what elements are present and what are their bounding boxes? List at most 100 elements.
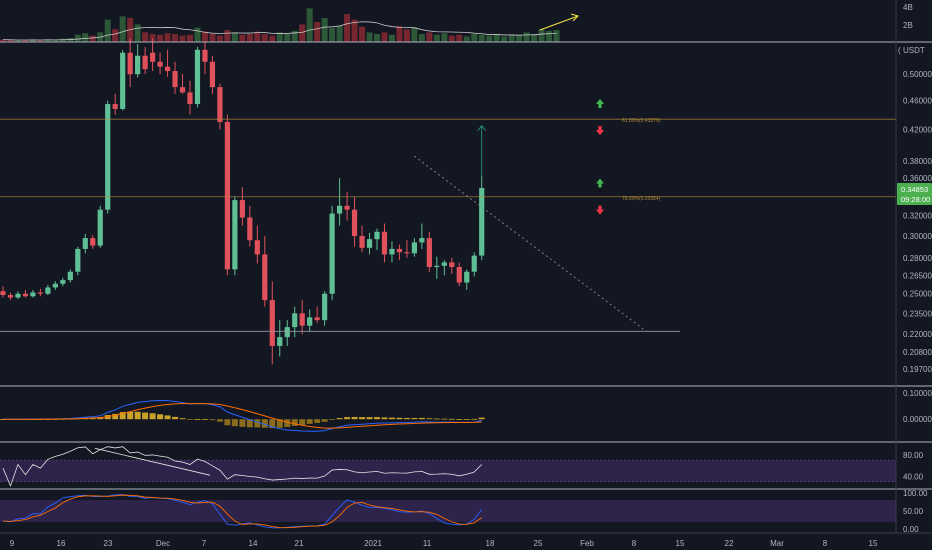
time-axis-tick: 14 — [249, 539, 258, 548]
candle[interactable] — [37, 288, 43, 297]
volume-bar — [433, 34, 440, 42]
candle-body — [150, 52, 156, 62]
macd-histogram-bar — [306, 419, 313, 424]
candle[interactable] — [419, 223, 425, 249]
candle[interactable] — [449, 257, 455, 275]
candle[interactable] — [396, 244, 403, 261]
candle[interactable] — [209, 55, 216, 94]
candle[interactable] — [389, 241, 395, 263]
candle[interactable] — [97, 205, 103, 248]
candle-body — [7, 294, 14, 298]
macd-histogram-bar — [374, 417, 380, 420]
volume-bar — [224, 30, 231, 42]
candle[interactable] — [52, 281, 58, 290]
macd-histogram-bar — [194, 419, 201, 420]
trendline-dotted[interactable] — [414, 155, 647, 332]
volume-bar — [306, 8, 313, 42]
candle[interactable] — [284, 320, 290, 346]
candle[interactable] — [90, 234, 96, 249]
candle[interactable] — [45, 284, 51, 295]
macd-histogram-bar — [246, 419, 253, 428]
candle[interactable] — [142, 46, 148, 75]
candle[interactable] — [67, 269, 73, 283]
candle[interactable] — [329, 205, 335, 301]
candle[interactable] — [471, 252, 477, 277]
candle[interactable] — [456, 262, 462, 287]
candle[interactable] — [224, 114, 230, 276]
macd-pane[interactable] — [0, 399, 485, 432]
candle[interactable] — [381, 223, 388, 263]
volume-bar — [291, 30, 298, 42]
candle[interactable] — [426, 231, 432, 272]
volume-bar — [396, 26, 403, 42]
candle[interactable] — [202, 41, 208, 75]
candle[interactable] — [254, 225, 260, 264]
volume-bar — [7, 40, 14, 42]
candle[interactable] — [299, 300, 305, 335]
candle[interactable] — [411, 238, 417, 257]
stoch-pane[interactable] — [0, 494, 896, 529]
candle[interactable] — [0, 286, 6, 298]
macd-histogram-bar — [426, 418, 433, 420]
candle[interactable] — [30, 289, 36, 298]
candle[interactable] — [112, 93, 118, 115]
candle[interactable] — [464, 269, 470, 290]
rsi-pane[interactable] — [0, 446, 896, 488]
candle[interactable] — [307, 309, 313, 332]
candle[interactable] — [15, 291, 21, 299]
candle-body — [30, 292, 36, 297]
time-axis-tick: Feb — [580, 539, 594, 548]
candle[interactable] — [82, 233, 88, 254]
candle[interactable] — [322, 291, 328, 326]
candle[interactable] — [359, 225, 365, 253]
candle[interactable] — [314, 306, 320, 323]
volume-bar — [29, 39, 36, 42]
candle[interactable] — [157, 52, 163, 75]
candle[interactable] — [262, 235, 268, 307]
candle-body — [127, 52, 133, 75]
candle[interactable] — [120, 49, 126, 111]
candle[interactable] — [135, 44, 141, 78]
candle[interactable] — [277, 320, 283, 357]
candle-body — [187, 92, 193, 105]
candle[interactable] — [7, 292, 14, 301]
volume-pane[interactable] — [0, 8, 579, 42]
candle[interactable] — [239, 187, 245, 226]
candle[interactable] — [351, 196, 358, 247]
price-pane[interactable] — [0, 38, 896, 365]
candle[interactable] — [217, 83, 223, 130]
time-axis-tick: 18 — [486, 539, 495, 548]
volume-bar — [478, 34, 485, 42]
candle[interactable] — [404, 240, 410, 258]
candle[interactable] — [164, 49, 171, 77]
candle[interactable] — [479, 176, 485, 261]
candle[interactable] — [232, 196, 238, 276]
volume-bar — [329, 27, 336, 42]
time-axis-tick: 23 — [104, 539, 113, 548]
time-axis[interactable]: 9 16 23 Dec 7 14 21 2021 11 18 25 Feb 8 15 22 Mar 8 15 — [10, 539, 878, 548]
candle[interactable] — [60, 277, 66, 287]
price-axis-tick: 0.38000 — [903, 157, 932, 166]
candle[interactable] — [269, 281, 275, 365]
candle[interactable] — [366, 232, 373, 255]
candle[interactable] — [374, 228, 380, 251]
candle-body — [239, 200, 245, 218]
candle[interactable] — [434, 256, 440, 279]
candle-body — [396, 248, 403, 253]
candle[interactable] — [247, 205, 253, 247]
price-axis-tick: 0.19700 — [903, 365, 932, 374]
candle[interactable] — [179, 74, 186, 94]
candle[interactable] — [337, 178, 343, 226]
candle[interactable] — [22, 289, 29, 298]
rsi-axis-tick: 80.00 — [903, 451, 924, 460]
candle[interactable] — [172, 61, 178, 94]
candle[interactable] — [441, 260, 447, 276]
candle[interactable] — [194, 46, 201, 108]
candle[interactable] — [292, 306, 298, 338]
candle[interactable] — [127, 38, 133, 88]
macd-histogram-bar — [441, 418, 448, 420]
candle[interactable] — [75, 246, 81, 276]
candle[interactable] — [187, 80, 193, 115]
candle[interactable] — [150, 38, 156, 72]
